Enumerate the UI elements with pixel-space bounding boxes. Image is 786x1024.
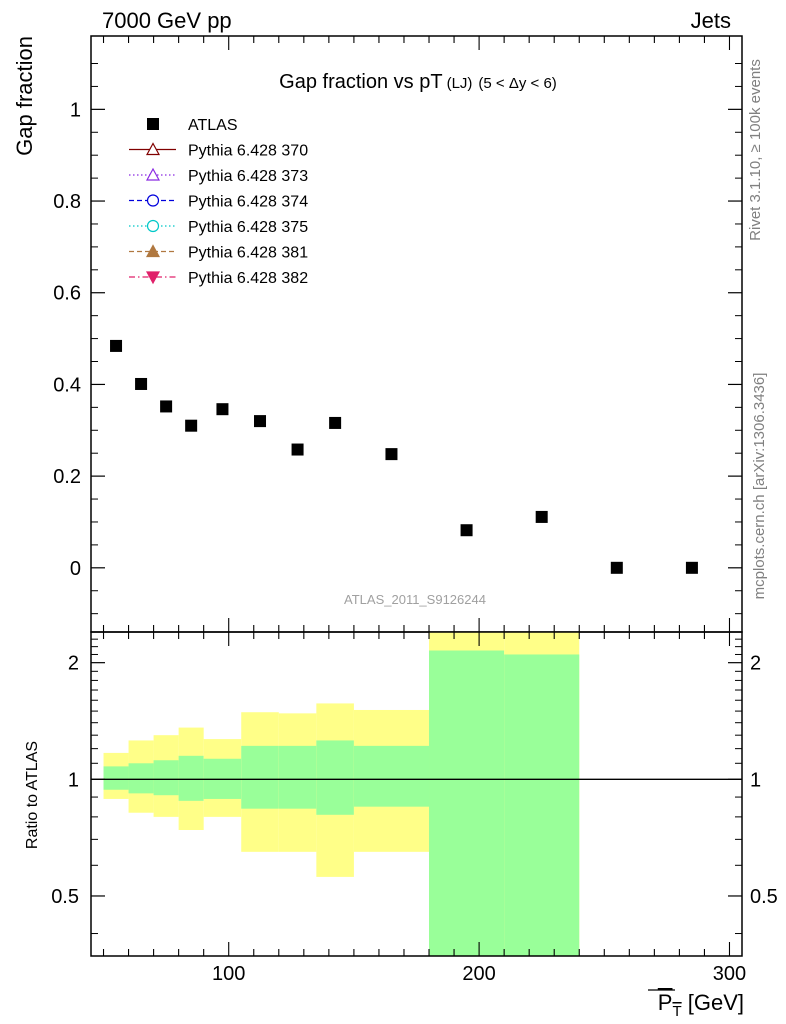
ratio-y-tick-label: 0.5	[51, 886, 79, 908]
x-tick-label: 200	[462, 963, 495, 985]
y-tick-label: 0	[70, 558, 81, 580]
y-tick-label: 0.2	[53, 466, 81, 488]
ratio-y-tick-label-right: 0.5	[750, 886, 778, 908]
header-left: 7000 GeV pp	[102, 8, 232, 33]
stat-uncertainty-band	[178, 755, 204, 801]
analysis-label: ATLAS_2011_S9126244	[344, 592, 486, 607]
mcplots-label: mcplots.cern.ch [arXiv:1306.3436]	[751, 373, 768, 600]
x-axis-label-unit: [GeV]	[682, 990, 744, 1015]
main-title: Gap fraction vs pT (LJ) (5 < Δy < 6)	[279, 71, 557, 93]
legend-marker	[145, 142, 161, 156]
ratio-y-axis-label: Ratio to ATLAS	[24, 741, 41, 849]
data-point	[254, 415, 267, 428]
ratio-y-tick-label: 1	[68, 769, 79, 791]
x-tick-label: 300	[713, 963, 746, 985]
data-point	[535, 510, 548, 523]
x-axis-label-main: P	[658, 990, 673, 1015]
data-point	[160, 400, 173, 413]
ratio-y-tick-label: 2	[68, 653, 79, 675]
main-title-sub: (LJ)	[447, 75, 473, 92]
main-panel: Gap fraction vs pT (LJ) (5 < Δy < 6) Gap f…	[12, 35, 743, 633]
legend-marker	[145, 167, 161, 181]
legend-marker	[146, 194, 160, 207]
y-tick-label: 0.8	[53, 191, 81, 213]
legend: ATLAS Pythia 6.428 370 Pythia 6.428 373 Pyt…	[129, 117, 308, 287]
legend-label: Pythia 6.428 370	[188, 143, 308, 160]
data-point	[385, 448, 398, 461]
stat-uncertainty-band	[353, 745, 430, 807]
data-point	[610, 561, 623, 574]
main-title-text: Gap fraction vs pT	[279, 71, 442, 93]
x-tick-label: 100	[212, 963, 245, 985]
ratio-uncertainty-bands	[103, 632, 580, 956]
stat-uncertainty-band	[278, 745, 317, 809]
legend-label: Pythia 6.428 382	[188, 270, 308, 287]
x-axis-label-sub: T	[672, 1003, 681, 1020]
legend-label: Pythia 6.428 375	[188, 219, 308, 236]
legend-label: Pythia 6.428 373	[188, 168, 308, 185]
header-right: Jets	[691, 8, 731, 33]
stat-uncertainty-band	[316, 740, 354, 815]
data-point	[110, 339, 123, 352]
stat-uncertainty-band	[429, 650, 505, 956]
x-axis-label: PT [GeV]	[658, 990, 744, 1020]
atlas-data-points	[110, 339, 698, 574]
legend-marker	[145, 271, 161, 285]
stat-uncertainty-band	[153, 760, 179, 796]
y-axis-label: Gap fraction	[12, 36, 37, 156]
data-point	[291, 443, 304, 456]
rivet-label: Rivet 3.1.10, ≥ 100k events	[747, 59, 764, 241]
main-title-range: (5 < Δy < 6)	[478, 75, 556, 92]
data-point	[460, 524, 473, 537]
data-point	[685, 561, 698, 574]
legend-label: Pythia 6.428 381	[188, 245, 308, 262]
legend-marker	[146, 219, 160, 233]
main-y-tick-labels: 0 0.2 0.4 0.6 0.8 1	[53, 99, 81, 579]
ratio-panel: 0.5 0.5 1 1 2 2 100 200 300 Ratio to ATLAS PT […	[24, 631, 778, 1020]
ratio-y-tick-label-right: 1	[750, 769, 761, 791]
data-point	[135, 377, 148, 390]
data-point	[216, 403, 229, 416]
data-point	[185, 419, 198, 432]
y-tick-label: 0.4	[53, 374, 81, 396]
data-point	[329, 416, 342, 429]
ratio-y-tick-label-right: 2	[750, 653, 761, 675]
ratio-y-tick-labels: 0.5 0.5 1 1 2 2	[51, 653, 778, 908]
main-ticks	[91, 36, 742, 632]
y-tick-label: 0.6	[53, 283, 81, 305]
y-tick-label: 1	[70, 99, 81, 121]
x-tick-labels: 100 200 300	[212, 963, 746, 985]
stat-uncertainty-band	[103, 766, 129, 790]
stat-uncertainty-band	[241, 745, 279, 809]
ratio-ticks	[91, 632, 742, 956]
legend-label: ATLAS	[188, 117, 238, 134]
legend-marker	[145, 244, 161, 258]
legend-label: Pythia 6.428 374	[188, 194, 308, 211]
legend-marker	[147, 118, 159, 130]
stat-uncertainty-band	[128, 763, 154, 794]
stat-uncertainty-band	[504, 654, 580, 956]
ratio-plot-frame	[90, 631, 743, 957]
